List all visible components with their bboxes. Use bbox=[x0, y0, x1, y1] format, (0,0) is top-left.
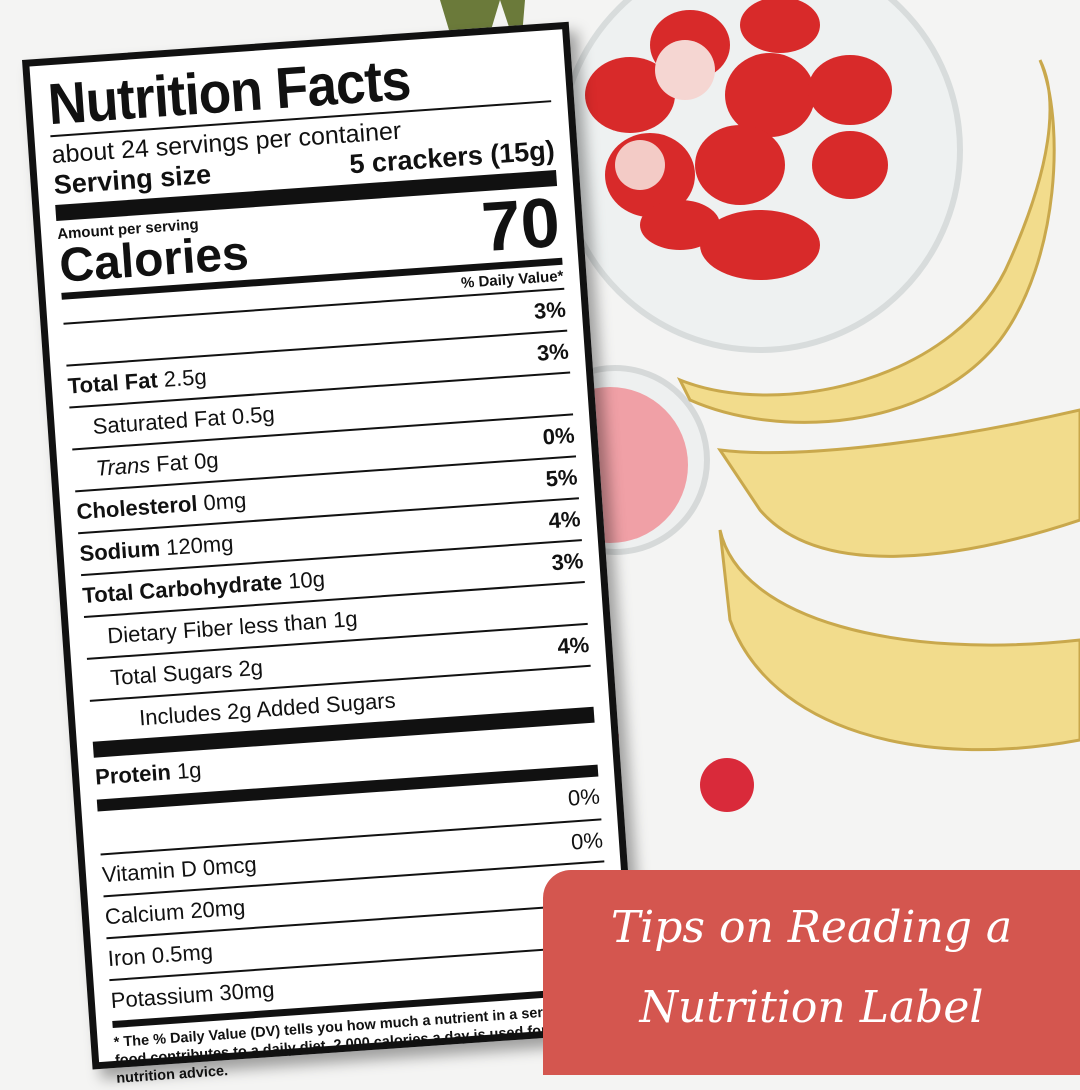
nutrient-name: Dietary Fiber bbox=[106, 614, 234, 649]
nutrient-daily-value: 4% bbox=[547, 506, 582, 534]
protein-value: 1g bbox=[176, 757, 203, 784]
vitamin-daily-value: 0% bbox=[570, 827, 604, 855]
protein-label: Protein bbox=[94, 759, 172, 790]
nutrient-name: Saturated Fat bbox=[91, 404, 227, 439]
nutrient-amount: Fat 0g bbox=[155, 447, 220, 477]
nutrient-amount: 2.5g bbox=[162, 363, 208, 392]
nutrient-daily-value: 0% bbox=[541, 422, 576, 450]
nutrient-name: Trans bbox=[94, 452, 152, 481]
nutrient-amount: 2g bbox=[237, 654, 264, 682]
nutrient-daily-value: 4% bbox=[556, 631, 591, 660]
title-banner: Tips on Reading a Nutrition Label bbox=[543, 870, 1080, 1075]
nutrient-amount: 120mg bbox=[165, 530, 235, 561]
nutrient-name: Sodium bbox=[78, 535, 161, 567]
banner-line-1: Tips on Reading a bbox=[610, 902, 1013, 953]
nutrient-name: Total Carbohydrate bbox=[81, 569, 283, 609]
nutrient-name: Total Sugars bbox=[109, 656, 234, 691]
bananas bbox=[676, 59, 1080, 752]
nutrient-amount: 0mg bbox=[202, 487, 248, 516]
vitamin-name: Iron 0.5mg bbox=[107, 938, 214, 972]
nutrient-amount: 0.5g bbox=[230, 401, 276, 430]
calories-value: 70 bbox=[479, 182, 563, 267]
nutrient-name: Total Fat bbox=[66, 367, 159, 399]
strawberries bbox=[585, 0, 892, 280]
banner-line-2: Nutrition Label bbox=[639, 982, 984, 1033]
nutrient-daily-value bbox=[591, 667, 594, 707]
nutrient-daily-value: 3% bbox=[550, 548, 585, 576]
nutrient-daily-value: 3% bbox=[536, 338, 570, 366]
nutrient-daily-value bbox=[585, 583, 588, 623]
nutrient-amount: 10g bbox=[287, 566, 326, 594]
nutrient-amount: less than 1g bbox=[238, 605, 359, 640]
nutrient-daily-value: 3% bbox=[533, 296, 567, 324]
nutrient-daily-value: 5% bbox=[544, 464, 579, 492]
vitamin-name bbox=[98, 812, 101, 854]
vitamin-daily-value: 0% bbox=[567, 783, 601, 811]
nutrient-daily-value bbox=[570, 374, 573, 414]
nutrient-name: Cholesterol bbox=[75, 490, 199, 525]
